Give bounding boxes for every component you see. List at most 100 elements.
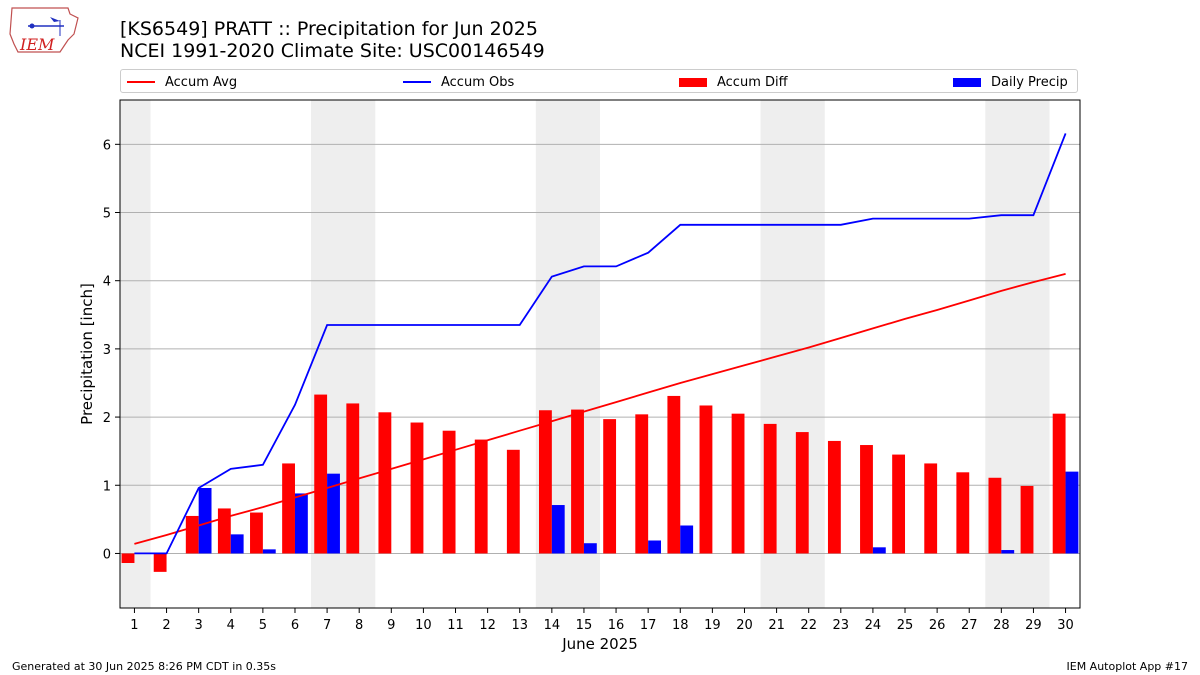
x-axis-label: June 2025 [561,635,638,653]
daily-precip-bar [1001,550,1015,554]
daily-precip-bar [680,525,694,554]
legend-item-accum-diff: Accum Diff [679,70,788,94]
weekend-shade [311,100,376,608]
x-tick-label: 11 [447,618,464,633]
accum-diff-bar [538,410,552,554]
x-tick-label: 29 [1025,618,1042,633]
daily-precip-bar [230,534,244,554]
accum-diff-bar [699,405,713,554]
accum-diff-bar [474,439,488,554]
weekend-shade [120,100,151,608]
legend-label: Accum Obs [441,74,515,90]
x-tick-label: 16 [608,618,625,633]
y-tick-label: 3 [103,343,111,358]
x-tick-label: 15 [576,618,593,633]
x-tick-label: 18 [672,618,689,633]
legend-label: Accum Avg [165,74,238,90]
accum-diff-bar [250,512,263,554]
x-tick-label: 25 [897,618,914,633]
accum-diff-bar [282,463,295,554]
accum-diff-bar [217,508,231,554]
y-tick-label: 6 [103,138,111,153]
accum-diff-bar [442,430,456,554]
x-tick-label: 6 [291,618,299,633]
daily-precip-bar [262,549,276,554]
x-tick-label: 19 [704,618,721,633]
accum-diff-bar [185,515,199,554]
iowa-outline-icon [9,7,79,53]
daily-precip-bar [872,547,886,554]
legend-swatch [953,77,981,87]
accum-diff-bar [827,440,841,554]
chart-subtitle: NCEI 1991-2020 Climate Site: USC00146549 [120,40,545,62]
accum-diff-bar [635,414,649,554]
generated-timestamp: Generated at 30 Jun 2025 8:26 PM CDT in … [12,660,277,673]
accum-diff-bar [892,454,906,554]
x-tick-label: 9 [387,618,395,633]
legend-swatch [679,77,707,87]
x-tick-label: 2 [162,618,170,633]
x-tick-label: 28 [993,618,1010,633]
x-tick-label: 10 [415,618,432,633]
daily-precip-bar [1065,471,1079,554]
legend-item-accum-obs: Accum Obs [403,70,514,94]
legend-label: Accum Diff [717,74,788,90]
daily-precip-bar [648,540,662,554]
y-tick-label: 5 [103,207,111,222]
legend-label: Daily Precip [991,74,1068,90]
x-tick-label: 5 [259,618,267,633]
app-label: IEM Autoplot App #17 [1066,660,1189,673]
x-tick-label: 7 [323,618,331,633]
accum-diff-bar [667,395,681,554]
x-tick-label: 13 [511,618,528,633]
legend-swatch [127,81,155,83]
accum-diff-bar [571,409,584,554]
daily-precip-bar [198,487,212,554]
y-tick-label: 2 [103,411,111,426]
x-tick-label: 14 [544,618,561,633]
accum-diff-bar [1020,485,1034,554]
x-tick-label: 12 [479,618,496,633]
x-tick-label: 21 [768,618,785,633]
x-tick-label: 3 [195,618,203,633]
x-tick-label: 20 [736,618,753,633]
accum-diff-bar [506,449,520,554]
accum-diff-bar [314,394,328,554]
accum-diff-bar [956,472,970,554]
legend-item-accum-avg: Accum Avg [127,70,237,94]
accum-diff-bar [860,445,873,554]
accum-diff-bar [1052,413,1066,554]
accum-diff-bar [346,403,360,554]
y-axis-label: Precipitation [inch] [78,283,96,425]
daily-precip-bar [327,473,340,554]
weekend-shade [535,100,600,608]
accum-diff-bar [603,419,617,554]
accum-diff-bar [795,432,809,554]
y-tick-label: 0 [103,547,111,562]
x-tick-label: 8 [355,618,363,633]
x-tick-label: 1 [130,618,138,633]
accum-obs-line [134,133,1067,555]
x-tick-label: 26 [929,618,946,633]
y-tick-label: 1 [103,479,111,494]
accum-diff-bar [988,477,1002,554]
y-tick-label: 4 [103,275,111,290]
accum-diff-bar [378,412,392,554]
x-tick-label: 24 [865,618,882,633]
weekend-shade [760,100,825,608]
daily-precip-bar [551,505,565,554]
accum-diff-bar [121,553,135,563]
legend-swatch [403,81,431,83]
legend: Accum Avg Accum Obs Accum Diff Daily Pre… [120,69,1078,93]
x-tick-label: 30 [1057,618,1074,633]
accum-diff-bar [924,463,938,554]
accum-diff-bar [410,422,424,554]
accum-diff-bar [153,553,167,572]
accum-avg-line [134,273,1066,545]
accum-diff-bar [731,413,745,554]
x-tick-label: 22 [800,618,817,633]
plot-frame [119,99,1081,609]
x-tick-label: 27 [961,618,978,633]
daily-precip-bar [294,493,308,554]
